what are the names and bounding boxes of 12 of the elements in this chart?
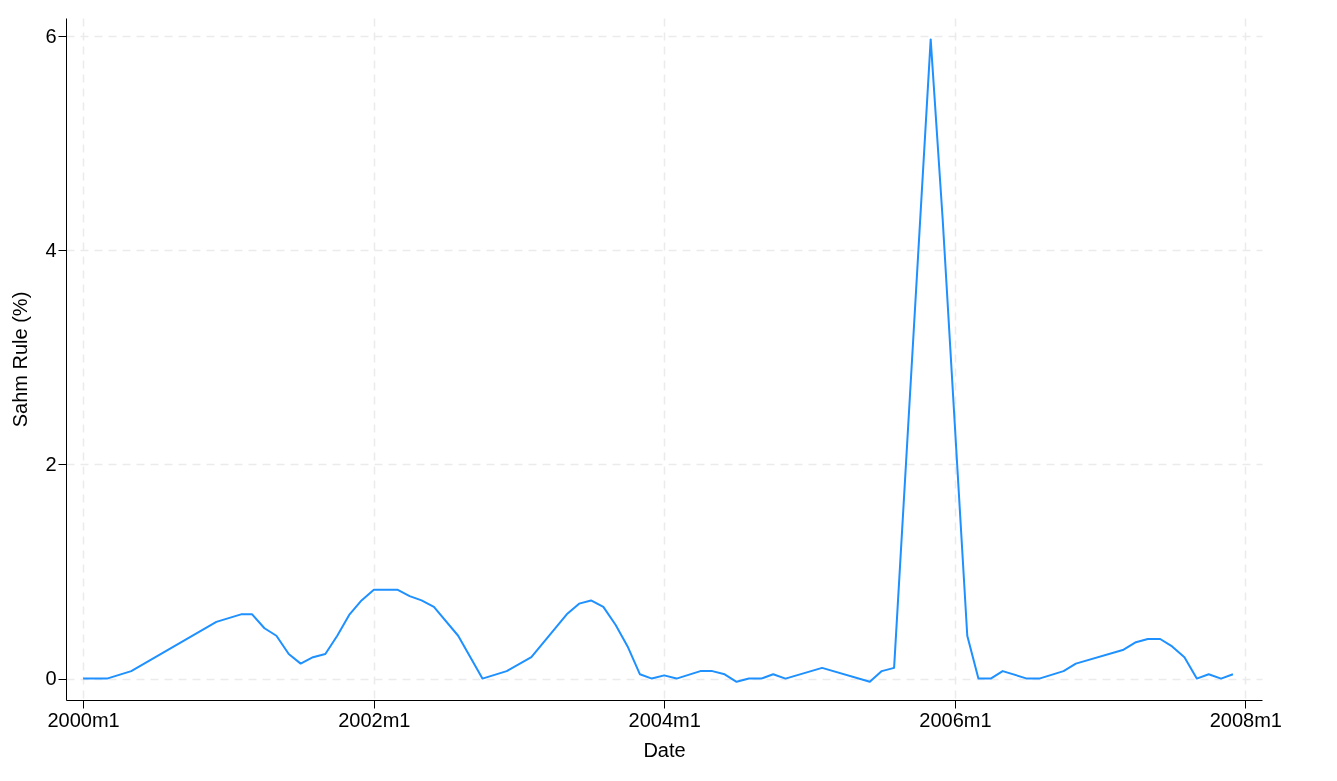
y-tick-label: 2 <box>45 452 57 475</box>
x-tick-label: 2008m1 <box>1209 708 1282 731</box>
x-tick-label: 2002m1 <box>338 708 411 731</box>
y-axis-title: Sahm Rule (%) <box>9 291 32 428</box>
x-axis-title: Date <box>643 738 686 761</box>
x-tick-label: 2006m1 <box>919 708 992 731</box>
line-series <box>82 38 1234 683</box>
y-tick-label: 6 <box>45 24 57 47</box>
x-tick-label: 2000m1 <box>47 708 120 731</box>
y-tick-label: 0 <box>45 667 57 690</box>
x-tick-label: 2004m1 <box>628 708 701 731</box>
y-tick-label: 4 <box>45 238 57 261</box>
